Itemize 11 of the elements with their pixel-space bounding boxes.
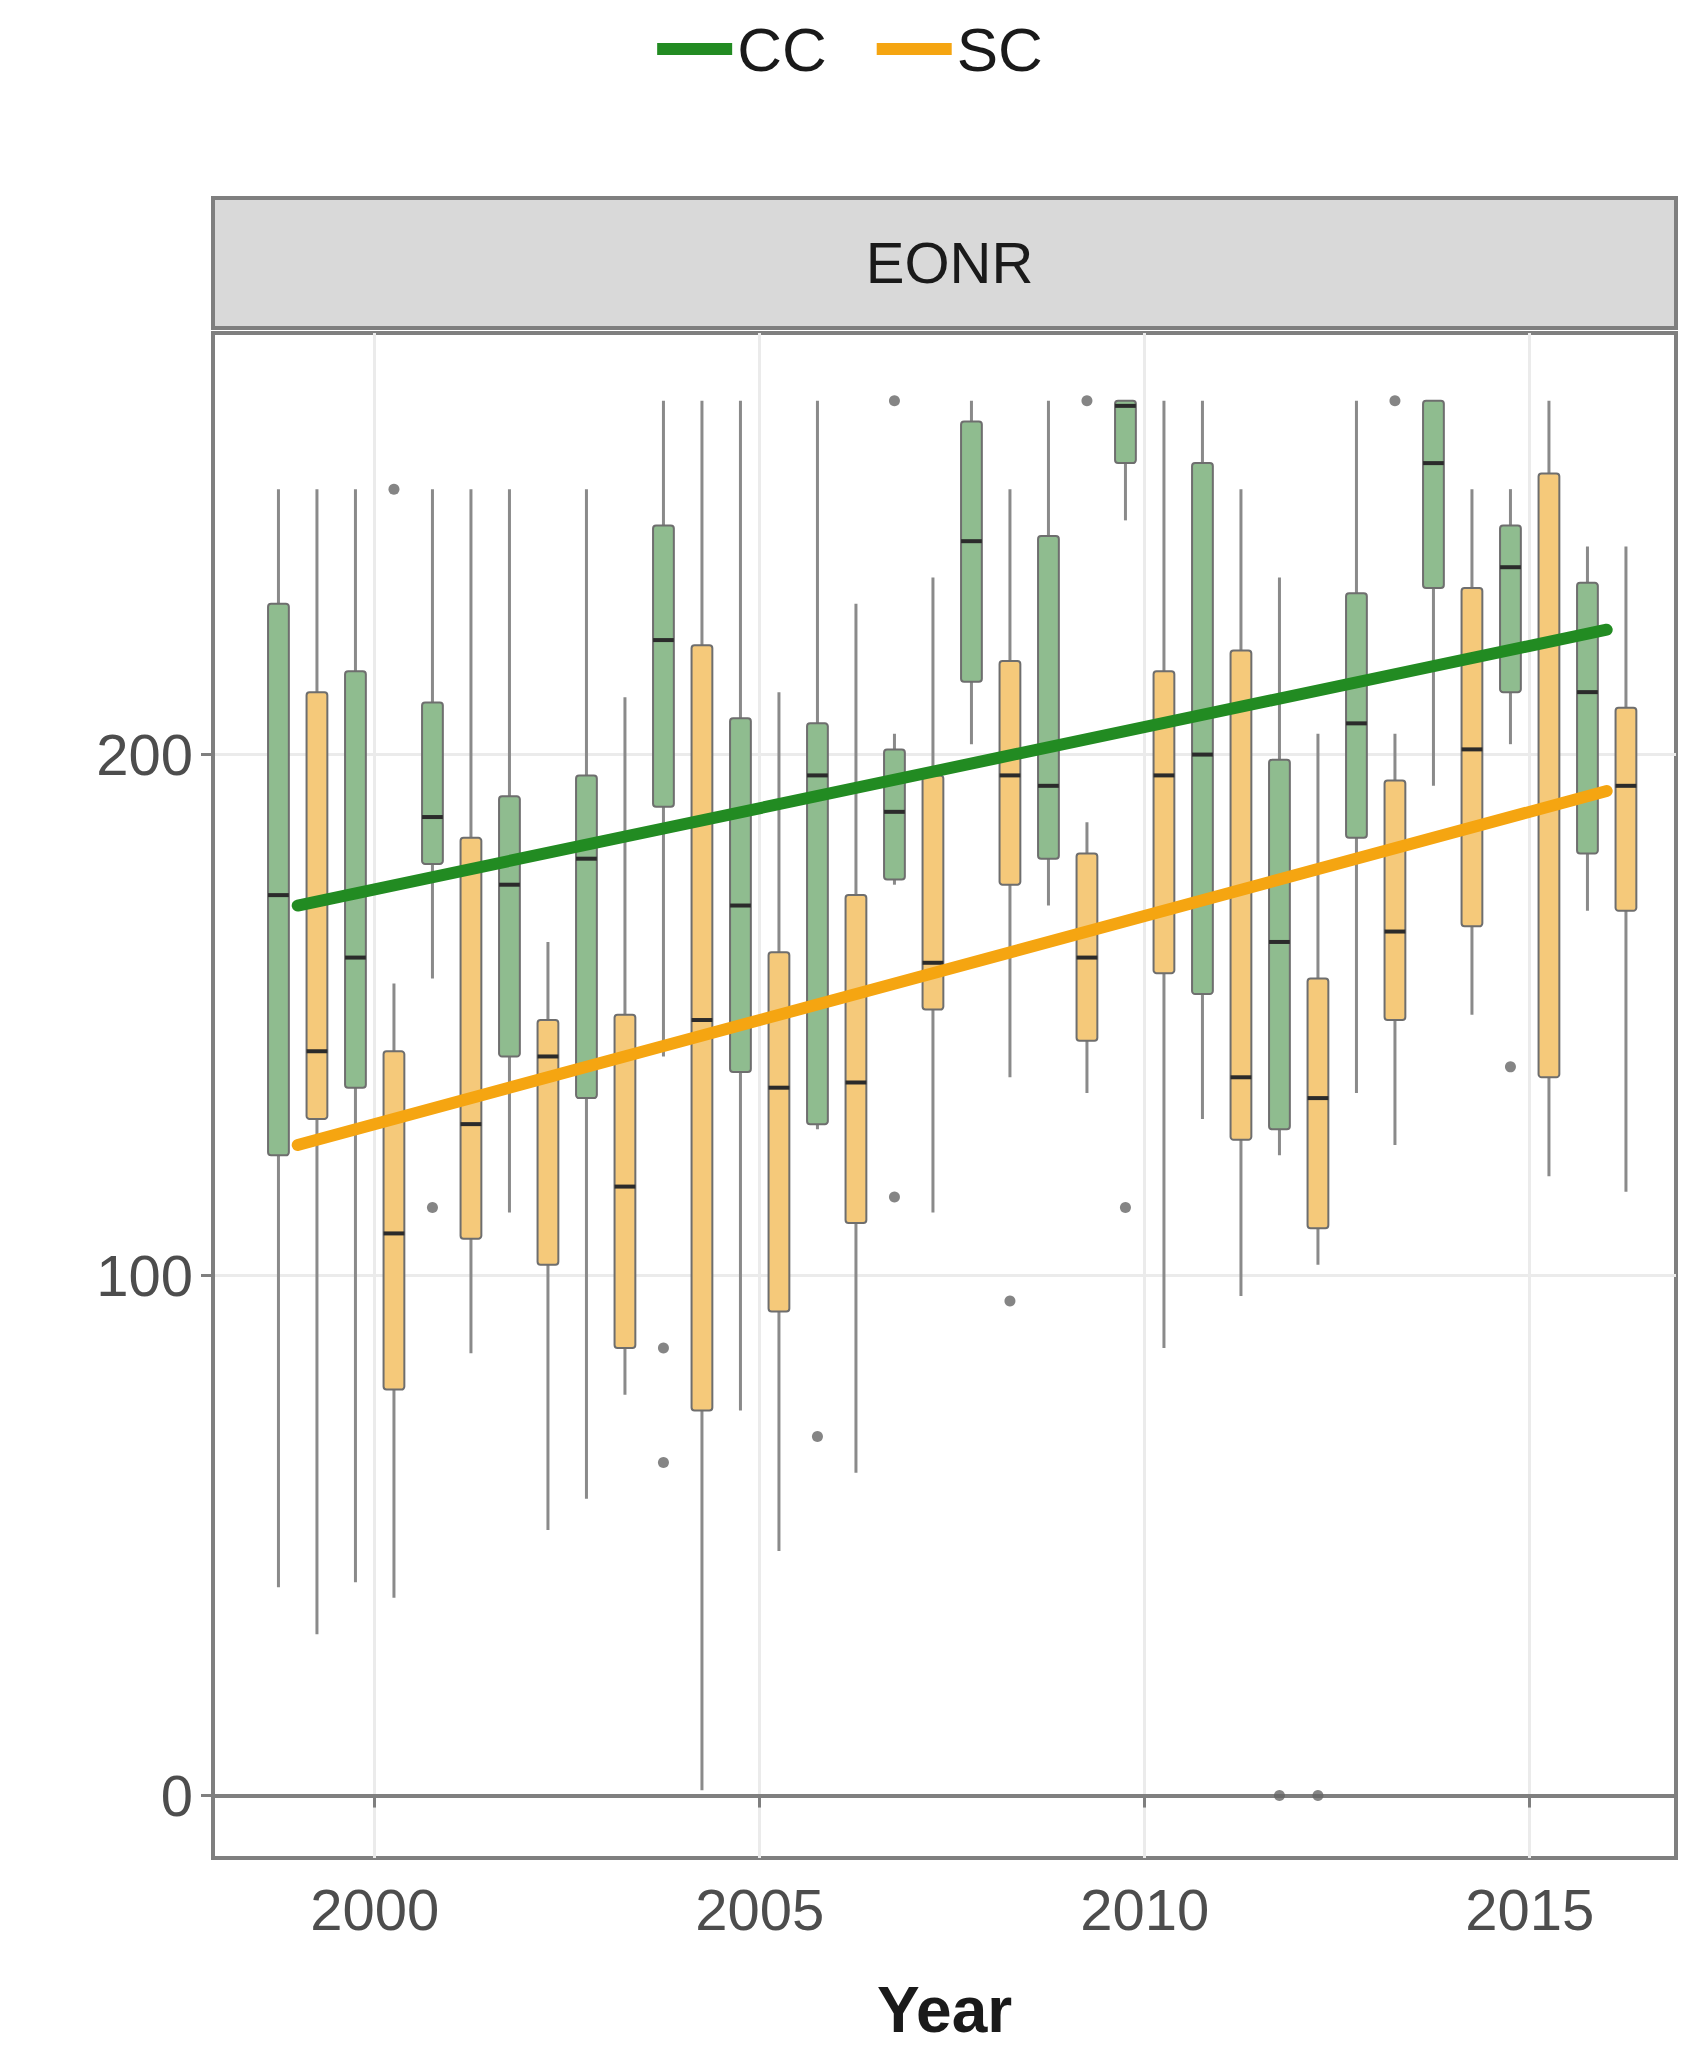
x-tick-label: 2005 [695, 1876, 825, 1942]
legend-label: SC [956, 14, 1043, 84]
y-tick-label: 200 [96, 722, 193, 788]
x-tick-label: 2010 [1080, 1876, 1210, 1942]
legend-label: CC [737, 14, 827, 84]
y-tick-label: 0 [160, 1763, 193, 1829]
x-tick-label: 2000 [310, 1876, 440, 1942]
chart-title: EONR [865, 229, 1034, 295]
y-tick-label: 100 [96, 1242, 193, 1308]
x-tick-label: 2015 [1465, 1876, 1595, 1942]
x-axis-title: Year [876, 1974, 1013, 2046]
